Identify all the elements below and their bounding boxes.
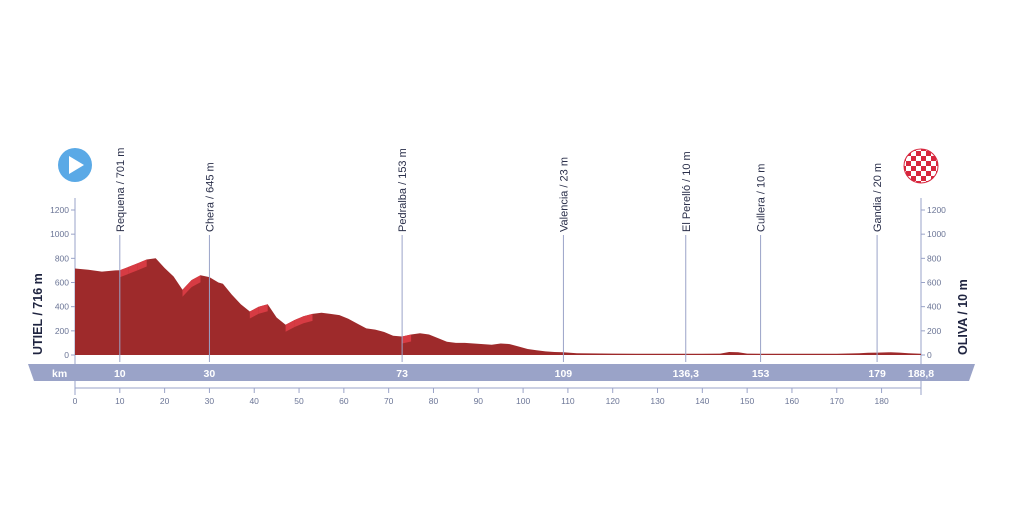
km-band-marker-label: 188,8: [908, 368, 934, 380]
waypoint-label: El Perelló / 10 m: [681, 151, 693, 232]
finish-checkered-flag-icon: [903, 148, 939, 184]
finish-label: OLIVA / 10 m: [956, 279, 970, 355]
x-tick-label: 100: [516, 396, 530, 406]
km-band-marker-label: 153: [752, 368, 770, 380]
left-y-tick-label: 1000: [50, 229, 69, 239]
x-tick-label: 30: [205, 396, 215, 406]
climb-facet: [402, 334, 412, 344]
right-elevation-axis: 0 200 400 600 800 1000 1200: [920, 198, 946, 395]
elevation-area: [75, 258, 921, 355]
x-tick-label: 170: [830, 396, 844, 406]
x-tick-label: 160: [785, 396, 799, 406]
waypoint-label: Valencia / 23 m: [558, 157, 570, 232]
right-y-tick-label: 200: [927, 326, 941, 336]
km-band-markers: 10 30 73 109 136,3 153 179 188,8: [114, 368, 934, 380]
x-tick-label: 150: [740, 396, 754, 406]
km-unit-label: km: [52, 368, 67, 380]
left-y-tick-label: 600: [55, 278, 69, 288]
climb-facet: [119, 266, 129, 278]
bottom-km-axis: 0 10 20 30 40 50 60 70 80 90 100 110 120 130 140 150 160…: [73, 387, 921, 406]
right-y-tick-label: 800: [927, 253, 941, 263]
profile-layer: [75, 258, 921, 355]
climb-facet: [191, 275, 201, 288]
right-y-tick-label: 1200: [927, 205, 946, 215]
climb-facet: [294, 316, 304, 327]
right-y-tick-label: 0: [927, 350, 932, 360]
x-tick-label: 80: [429, 396, 439, 406]
waypoint-label: Pedralba / 153 m: [397, 148, 409, 232]
waypoint-label: Gandia / 20 m: [872, 163, 884, 232]
x-tick-label: 0: [73, 396, 78, 406]
right-y-tick-label: 1000: [927, 229, 946, 239]
climb-facet: [249, 306, 259, 319]
x-tick-label: 20: [160, 396, 170, 406]
right-y-tick-label: 600: [927, 278, 941, 288]
climb-facet: [285, 320, 295, 332]
climb-facet: [258, 304, 268, 314]
x-tick-label: 40: [249, 396, 259, 406]
x-tick-label: 110: [561, 396, 575, 406]
x-tick-label: 90: [474, 396, 484, 406]
km-band-marker-label: 136,3: [673, 368, 699, 380]
climb-facet: [303, 313, 313, 324]
waypoint-layer: Requena / 701 m Chera / 645 m Pedralba / 1…: [115, 148, 884, 362]
km-band-marker-label: 109: [555, 368, 573, 380]
waypoint-label: Requena / 701 m: [115, 148, 127, 232]
x-tick-label: 60: [339, 396, 349, 406]
x-tick-label: 10: [115, 396, 125, 406]
left-y-tick-label: 0: [64, 350, 69, 360]
climb-facet: [137, 259, 147, 271]
km-band-marker-label: 30: [204, 368, 216, 380]
start-label: UTIEL / 716 m: [31, 273, 45, 355]
start-play-icon: [58, 148, 92, 182]
km-band-marker-label: 179: [868, 368, 886, 380]
x-tick-label: 130: [650, 396, 664, 406]
climb-facet: [128, 263, 138, 274]
waypoint-label: Cullera / 10 m: [756, 164, 768, 232]
left-y-tick-label: 800: [55, 253, 69, 263]
km-band-marker-label: 73: [396, 368, 408, 380]
km-band-marker-label: 10: [114, 368, 126, 380]
left-y-tick-label: 1200: [50, 205, 69, 215]
climb-facet: [182, 280, 192, 297]
x-tick-label: 50: [294, 396, 304, 406]
waypoint-label: Chera / 645 m: [204, 162, 216, 232]
x-tick-label: 120: [606, 396, 620, 406]
x-tick-label: 70: [384, 396, 394, 406]
x-tick-label: 180: [875, 396, 889, 406]
km-band: [28, 364, 975, 381]
left-y-tick-label: 200: [55, 326, 69, 336]
x-tick-label: 140: [695, 396, 709, 406]
left-y-tick-label: 400: [55, 302, 69, 312]
right-y-tick-label: 400: [927, 302, 941, 312]
